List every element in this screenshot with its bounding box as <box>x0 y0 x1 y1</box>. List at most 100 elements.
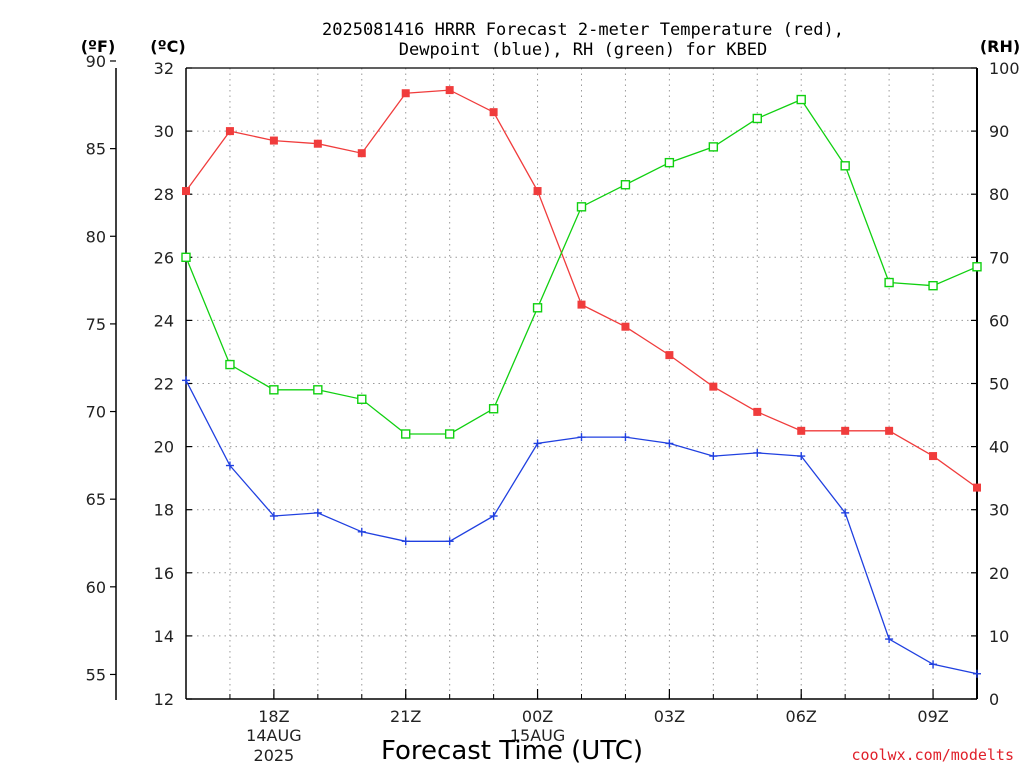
temperature-point <box>401 89 410 98</box>
dewpoint-point <box>401 537 410 546</box>
celsius-tick-label: 18 <box>154 501 174 520</box>
temperature-point <box>489 108 498 117</box>
x-tick-label: 06Z <box>786 707 817 726</box>
dewpoint-point <box>885 635 894 644</box>
grid-lines <box>185 67 978 700</box>
rh-point <box>928 280 938 291</box>
celsius-tick-label: 14 <box>154 627 174 646</box>
celsius-tick-label: 32 <box>154 59 174 78</box>
rh-unit-label: (RH) <box>980 37 1020 56</box>
temperature-point <box>709 382 718 391</box>
fahrenheit-tick-label: 60 <box>86 578 106 597</box>
dewpoint-point <box>182 376 190 385</box>
fahrenheit-tick-label: 90 <box>86 52 106 71</box>
celsius-tick-label: 20 <box>154 438 174 457</box>
celsius-tick-label: 30 <box>154 122 174 141</box>
celsius-tick-label: 22 <box>154 375 174 394</box>
temperature-point <box>313 139 322 148</box>
temperature-point <box>973 483 981 492</box>
dewpoint-point <box>665 439 674 448</box>
rh-point <box>840 161 850 171</box>
rh-tick-label: 40 <box>989 438 1009 457</box>
rh-point <box>752 113 762 124</box>
chart-title-line2: Dewpoint (blue), RH (green) for KBED <box>399 40 767 60</box>
dewpoint-point <box>533 439 542 448</box>
x-axis-label: Forecast Time (UTC) <box>381 736 643 766</box>
x-tick-date-label: 15AUG <box>510 726 565 745</box>
credit-text[interactable]: coolwx.com/modelts <box>851 746 1014 764</box>
temperature-point <box>182 187 190 196</box>
temperature-series <box>182 86 981 492</box>
rh-tick-label: 50 <box>989 375 1009 394</box>
dewpoint-point <box>445 537 454 546</box>
celsius-tick-label: 26 <box>154 248 174 267</box>
fahrenheit-tick-label: 70 <box>86 403 106 422</box>
x-tick-label: 03Z <box>654 707 685 726</box>
rh-point <box>708 142 719 152</box>
rh-point <box>357 394 367 404</box>
temperature-point <box>225 127 234 136</box>
dewpoint-point <box>929 660 938 669</box>
rh-point <box>532 303 543 313</box>
rh-tick-label: 10 <box>989 627 1009 646</box>
rh-tick-label: 100 <box>989 59 1020 78</box>
fahrenheit-tick-label: 55 <box>86 665 106 684</box>
dewpoint-point <box>841 508 850 517</box>
temperature-point <box>621 322 630 331</box>
celsius-tick-label: 16 <box>154 564 174 583</box>
x-tick-label: 00Z <box>522 707 553 726</box>
temperature-point <box>753 407 762 416</box>
dewpoint-series <box>182 376 981 678</box>
rh-series <box>181 94 982 439</box>
rh-point <box>444 429 455 439</box>
dewpoint-point <box>269 512 278 521</box>
dewpoint-point <box>753 448 762 457</box>
fahrenheit-unit-label: (ºF) <box>81 37 116 56</box>
rh-point <box>181 252 191 263</box>
temperature-point <box>929 452 938 461</box>
temperature-point <box>445 86 454 95</box>
chart-title-line1: 2025081416 HRRR Forecast 2-meter Tempera… <box>322 20 844 40</box>
x-tick-label: 09Z <box>917 707 948 726</box>
rh-point <box>576 202 587 212</box>
rh-tick-label: 20 <box>989 564 1009 583</box>
celsius-unit-label: (ºC) <box>150 37 185 56</box>
temperature-point <box>885 426 894 435</box>
rh-point <box>313 385 323 395</box>
celsius-tick-label: 28 <box>154 185 174 204</box>
dewpoint-point <box>709 452 718 461</box>
chart-series <box>181 86 982 678</box>
rh-point <box>972 262 982 272</box>
rh-point <box>269 385 279 395</box>
rh-tick-label: 0 <box>989 690 999 709</box>
temperature-point <box>665 351 674 360</box>
dewpoint-point <box>313 508 322 517</box>
rh-point <box>620 180 631 190</box>
celsius-tick-label: 24 <box>154 311 174 330</box>
dewpoint-point <box>225 461 234 470</box>
chart-axes <box>110 60 978 700</box>
rh-point <box>796 94 806 105</box>
rh-point <box>225 359 235 370</box>
temperature-point <box>357 149 366 158</box>
temperature-point <box>269 136 278 145</box>
rh-tick-label: 80 <box>989 185 1009 204</box>
rh-point <box>488 404 499 414</box>
rh-tick-label: 90 <box>989 122 1009 141</box>
temperature-point <box>797 426 806 435</box>
rh-point <box>884 277 894 288</box>
rh-tick-label: 30 <box>989 501 1009 520</box>
temperature-point <box>577 300 586 309</box>
dewpoint-point <box>973 669 981 678</box>
fahrenheit-tick-label: 80 <box>86 227 106 246</box>
rh-tick-label: 60 <box>989 311 1009 330</box>
dewpoint-point <box>357 527 366 536</box>
x-tick-label: 18Z <box>258 707 289 726</box>
rh-point <box>401 429 411 439</box>
rh-tick-label: 70 <box>989 248 1009 267</box>
dewpoint-point <box>489 512 498 521</box>
temperature-point <box>841 426 850 435</box>
dewpoint-point <box>797 452 806 461</box>
rh-point <box>664 157 675 168</box>
